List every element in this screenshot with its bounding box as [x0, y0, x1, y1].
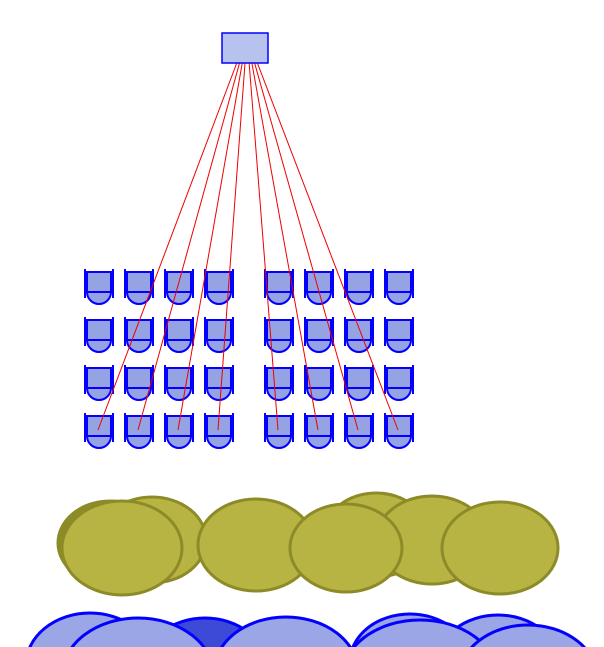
seat	[345, 413, 373, 448]
seat	[265, 413, 293, 448]
seat	[165, 269, 193, 304]
seat	[385, 413, 413, 448]
seat	[205, 365, 233, 400]
seat	[125, 413, 153, 448]
seat	[305, 269, 333, 304]
seat	[85, 269, 113, 304]
seat	[165, 317, 193, 352]
seat	[85, 413, 113, 448]
seat	[345, 269, 373, 304]
seat	[305, 317, 333, 352]
seat	[165, 413, 193, 448]
seat	[305, 413, 333, 448]
projector	[222, 33, 268, 63]
seat	[385, 317, 413, 352]
seat	[385, 365, 413, 400]
seat	[125, 269, 153, 304]
diagram-canvas	[0, 0, 604, 647]
seat	[265, 269, 293, 304]
seat	[345, 365, 373, 400]
seat	[125, 365, 153, 400]
seat	[385, 269, 413, 304]
seat	[205, 317, 233, 352]
seat	[265, 365, 293, 400]
seat	[85, 365, 113, 400]
seat	[345, 317, 373, 352]
seat	[85, 317, 113, 352]
